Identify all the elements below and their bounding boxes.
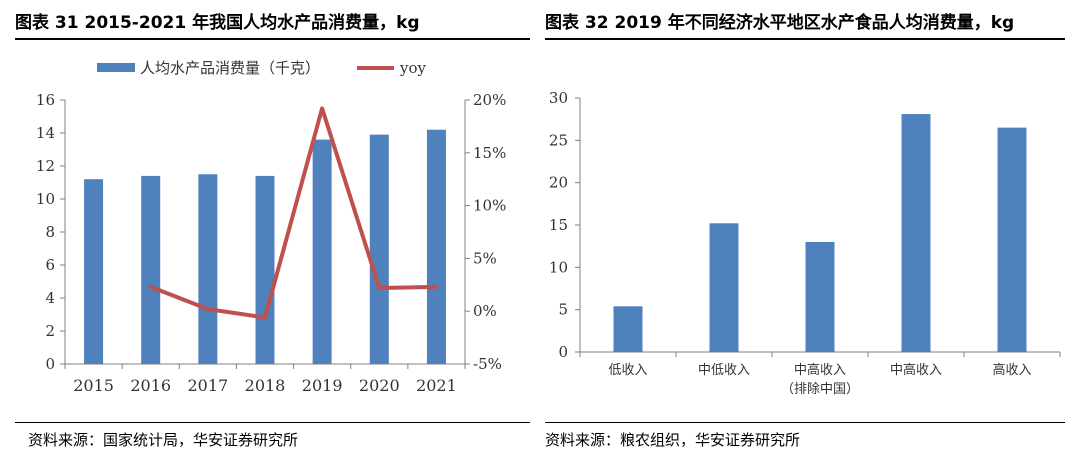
c32-x-tick-label: 中高收入 bbox=[890, 362, 942, 378]
c31-y-right-tick-label: -5% bbox=[473, 355, 502, 373]
chart-32-top-rule bbox=[545, 38, 1065, 40]
c31-y-left-tick-label: 4 bbox=[45, 289, 55, 307]
c31-bar bbox=[369, 134, 389, 364]
c32-bar bbox=[613, 306, 643, 352]
chart-32-bottom-rule bbox=[545, 422, 1065, 423]
c31-y-right-tick-label: 5% bbox=[473, 249, 497, 267]
chart-32-title: 图表 32 2019 年不同经济水平地区水产食品人均消费量，kg bbox=[545, 13, 1015, 33]
c31-x-tick-label: 2015 bbox=[73, 376, 114, 395]
c32-x-tick-label: 低收入 bbox=[608, 363, 647, 378]
c32-y-tick-label: 5 bbox=[558, 301, 568, 319]
c31-x-tick-label: 2016 bbox=[130, 376, 171, 395]
c31-bar bbox=[312, 139, 332, 364]
c31-y-left-tick-label: 0 bbox=[45, 355, 55, 373]
c31-x-tick-label: 2017 bbox=[187, 376, 228, 395]
c32-y-tick-label: 0 bbox=[558, 343, 568, 361]
c31-x-tick-label: 2019 bbox=[302, 376, 343, 395]
chart-31-top-rule bbox=[15, 38, 530, 40]
c32-y-tick-label: 10 bbox=[549, 258, 568, 276]
c31-y-left-tick-label: 2 bbox=[45, 322, 55, 340]
c31-y-left-tick-label: 14 bbox=[36, 124, 55, 142]
c32-y-tick-label: 30 bbox=[549, 89, 568, 107]
chart-32-source: 资料来源：粮农组织，华安证券研究所 bbox=[545, 431, 801, 449]
c31-y-left-tick-label: 6 bbox=[45, 256, 55, 274]
c31-bar bbox=[84, 179, 104, 364]
c31-yoy-line bbox=[148, 106, 439, 320]
c31-legend-bar-swatch bbox=[97, 63, 135, 72]
c32-y-tick-label: 20 bbox=[549, 174, 568, 192]
c31-y-left-tick-label: 16 bbox=[36, 91, 55, 109]
chart-31-bottom-rule bbox=[15, 422, 530, 423]
c32-x-tick-label: 中高收入 bbox=[794, 362, 846, 378]
c32-bar bbox=[805, 241, 835, 352]
c31-x-tick-label: 2021 bbox=[416, 376, 457, 395]
c31-y-left-tick-label: 8 bbox=[45, 223, 55, 241]
c31-y-left-tick-label: 12 bbox=[36, 157, 55, 175]
c31-bar bbox=[426, 129, 446, 364]
chart-31-title: 图表 31 2015-2021 年我国人均水产品消费量，kg bbox=[15, 13, 420, 33]
c31-x-tick-label: 2018 bbox=[245, 376, 286, 395]
c31-y-left-tick-label: 10 bbox=[36, 190, 55, 208]
c31-bar bbox=[141, 175, 161, 364]
c32-y-tick-label: 25 bbox=[549, 131, 568, 149]
c32-bar bbox=[709, 223, 739, 352]
c31-bar bbox=[255, 175, 275, 364]
c32-y-tick-label: 15 bbox=[549, 216, 568, 234]
c32-x-tick-label: 高收入 bbox=[992, 362, 1031, 378]
c32-bar bbox=[997, 127, 1027, 352]
c31-bar bbox=[198, 174, 218, 364]
c31-y-right-tick-label: 0% bbox=[473, 302, 497, 320]
c32-x-tick-label: （排除中国） bbox=[781, 382, 859, 397]
c31-y-right-tick-label: 15% bbox=[473, 144, 506, 162]
c32-bar bbox=[901, 114, 931, 352]
c31-x-tick-label: 2020 bbox=[359, 376, 400, 395]
c32-x-tick-label: 中低收入 bbox=[698, 363, 750, 378]
chart-31-source: 资料来源：国家统计局，华安证券研究所 bbox=[28, 431, 299, 449]
c31-y-right-tick-label: 10% bbox=[473, 197, 506, 215]
c31-legend-bar-label: 人均水产品消费量（千克） bbox=[140, 59, 320, 77]
c31-legend-line-label: yoy bbox=[399, 59, 427, 77]
c31-y-right-tick-label: 20% bbox=[473, 91, 506, 109]
